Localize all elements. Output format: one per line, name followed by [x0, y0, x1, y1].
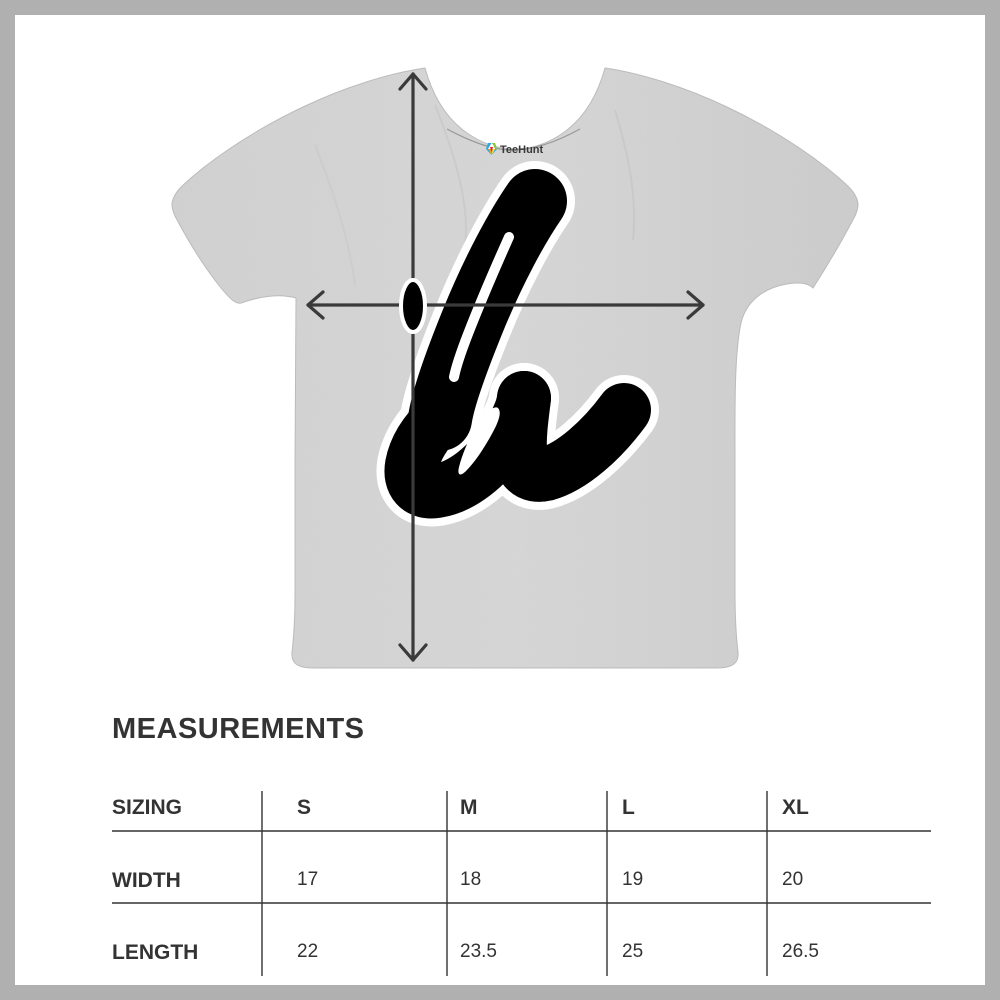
- svg-text:20: 20: [782, 869, 803, 890]
- svg-text:23.5: 23.5: [460, 941, 497, 962]
- svg-text:25: 25: [622, 941, 643, 962]
- svg-text:22: 22: [297, 941, 318, 962]
- svg-text:18: 18: [460, 869, 481, 890]
- svg-text:WIDTH: WIDTH: [112, 869, 181, 892]
- svg-text:TeeHunt: TeeHunt: [500, 144, 544, 156]
- svg-text:19: 19: [622, 869, 643, 890]
- svg-text:L: L: [622, 796, 635, 819]
- svg-text:17: 17: [297, 869, 318, 890]
- svg-text:26.5: 26.5: [782, 941, 819, 962]
- svg-text:LENGTH: LENGTH: [112, 941, 198, 964]
- svg-text:M: M: [460, 796, 478, 819]
- svg-text:SIZING: SIZING: [112, 796, 182, 819]
- svg-text:S: S: [297, 796, 311, 819]
- svg-text:XL: XL: [782, 796, 809, 819]
